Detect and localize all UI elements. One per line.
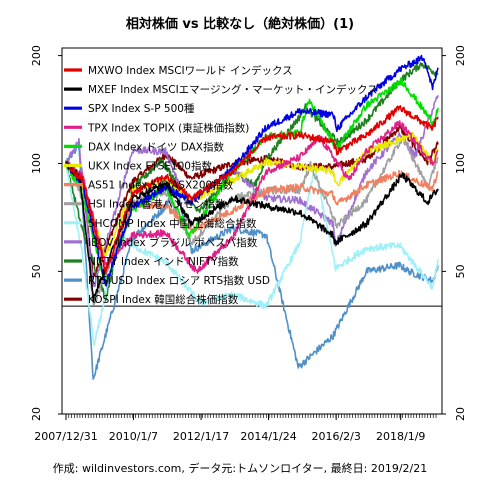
x-tick-label: 2007/12/31 [34,430,97,443]
series-line-1 [65,105,439,275]
legend-label-7: AS51 Index S-P/ASX200指数 [88,179,234,192]
y-tick-label-right: 50 [454,264,467,278]
legend-label-8: HSI Index 香港ハンセン指数 [88,198,226,211]
series-line-12 [65,144,439,380]
legend-label-2: MXEF Index MSCIエマージング・マーケット・インデックス [88,83,378,96]
chart-footer: 作成: wildinvestors.com, データ元:トムソンロイター, 最終… [53,461,427,475]
legend-label-12: RTSIUSD Index ロシア RTS指数 USD [88,274,270,287]
legend-label-13: KOSPI Index 韓国総合株価指数 [88,293,239,306]
plot-layer [62,54,442,380]
y-tick-label-left: 50 [30,264,43,278]
series-line-4 [65,120,439,274]
legend-label-10: IBOV Index ブラジル ボベスパ指数 [88,236,258,249]
legend-label-5: DAX Index ドイツ DAX指数 [88,140,224,153]
legend-label-11: NIFTY Index インド NIFTY指数 [88,255,239,268]
plot-frame [61,47,443,415]
y-tick-label-right: 200 [454,45,467,66]
legend: MXWO Index MSCIワールド インデックス MXEF Index MSC… [64,64,378,306]
chart-title: 相対株価 vs 比較なし（絶対株価）(1) [126,16,354,32]
series-line-3 [65,54,439,287]
y-tick-label-left: 20 [30,407,43,421]
x-tick-label: 2018/1/9 [376,430,425,443]
y-tick-label-right: 20 [454,407,467,421]
y-tick-label-right: 100 [454,153,467,174]
axis-layer: 20 20 50 50 100 100 200 200 2007/12/31 2010/1/7 20… [30,45,467,443]
y-tick-label-left: 200 [30,45,43,66]
x-tick-label: 2010/1/7 [109,430,158,443]
legend-label-9: SHCOMP Index 中国 上海総合指数 [88,217,257,230]
x-tick-label: 2012/1/17 [173,430,229,443]
legend-label-4: TPX Index TOPIX (東証株価指数) [87,121,249,134]
legend-label-6: UKX Index FTSE100指数 [88,160,212,173]
y-tick-label-left: 100 [30,153,43,174]
legend-label-1: MXWO Index MSCIワールド インデックス [88,64,293,77]
x-tick-label: 2014/1/24 [240,430,296,443]
series-line-10 [65,95,439,288]
legend-label-3: SPX Index S-P 500種 [88,102,195,115]
x-tick-label: 2016/2/3 [311,430,360,443]
